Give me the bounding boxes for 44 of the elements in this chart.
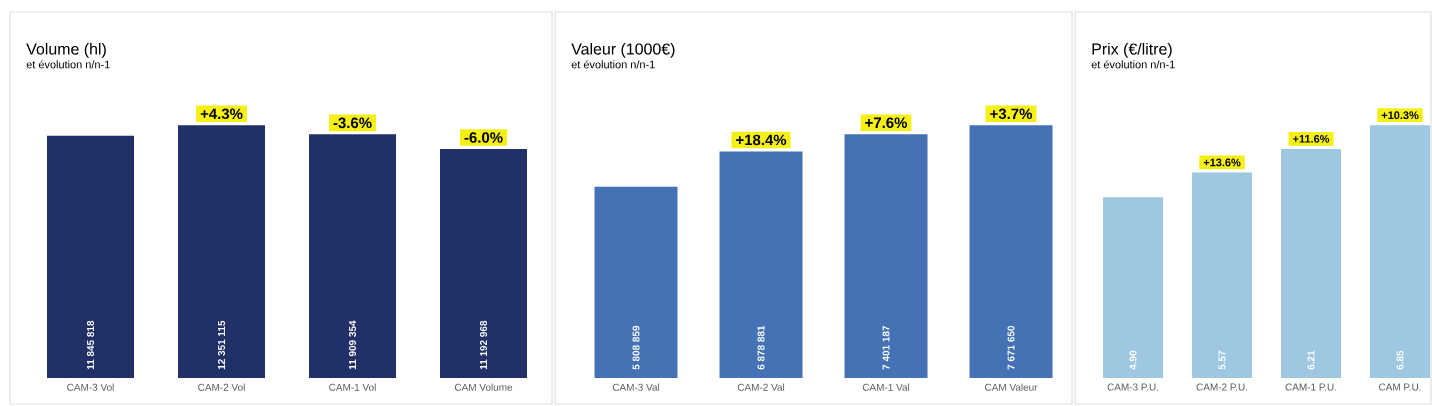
x-tick-label: CAM-3 P.U. (1107, 383, 1159, 391)
annotation: +7.6% (865, 117, 908, 129)
bar (594, 186, 678, 378)
data-label: 5 808 859 (632, 325, 640, 370)
x-tick-label: CAM Valeur (985, 383, 1038, 391)
annotation: +11.6% (1293, 134, 1330, 143)
chart-title: Prix (€/litre) (1092, 42, 1172, 58)
x-tick-label: CAM-2 Vol (198, 383, 245, 391)
annotation: +13.6% (1203, 158, 1241, 167)
data-label: 4.90 (1129, 350, 1137, 370)
x-tick-label: CAM-2 P.U. (1196, 383, 1248, 391)
data-label: 7 671 650 (1007, 325, 1015, 370)
annotation: +18.4% (736, 134, 787, 146)
chart-subtitle: et évolution n/n-1 (1091, 60, 1175, 69)
data-label: 6 878 881 (757, 325, 765, 370)
data-label: 11 192 968 (479, 320, 488, 370)
annotation: +3.7% (990, 108, 1033, 120)
bar (969, 125, 1053, 378)
x-tick-label: CAM-1 P.U. (1285, 383, 1337, 391)
chart-title: Valeur (1000€) (571, 42, 675, 58)
annotation: -6.0% (464, 132, 503, 143)
annotation: -3.6% (333, 117, 372, 129)
annotation: +4.3% (200, 108, 243, 120)
data-label: 12 351 115 (217, 320, 226, 370)
annotation: +10.3% (1381, 111, 1419, 120)
chart-subtitle: et évolution n/n-1 (571, 60, 655, 69)
bar (1103, 197, 1164, 378)
data-label: 7 401 187 (882, 325, 890, 370)
bar (844, 134, 928, 378)
data-label: 6.21 (1307, 350, 1315, 370)
x-tick-label: CAM-1 Vol (329, 383, 376, 391)
x-tick-label: CAM Volume (454, 383, 513, 391)
x-tick-label: CAM-2 Val (737, 383, 785, 391)
chart-subtitle: et évolution n/n-1 (26, 60, 110, 69)
data-label: 5.57 (1218, 350, 1226, 370)
data-label: 11 909 354 (348, 320, 357, 370)
chart-title: Volume (hl) (26, 42, 106, 58)
data-label: 11 845 818 (86, 320, 95, 370)
x-tick-label: CAM P.U. (1379, 383, 1421, 391)
data-label: 6.85 (1396, 350, 1404, 370)
x-tick-label: CAM-1 Val (862, 383, 910, 391)
bar (1370, 125, 1431, 378)
x-tick-label: CAM-3 Val (612, 383, 660, 391)
x-tick-label: CAM-3 Vol (67, 383, 114, 391)
